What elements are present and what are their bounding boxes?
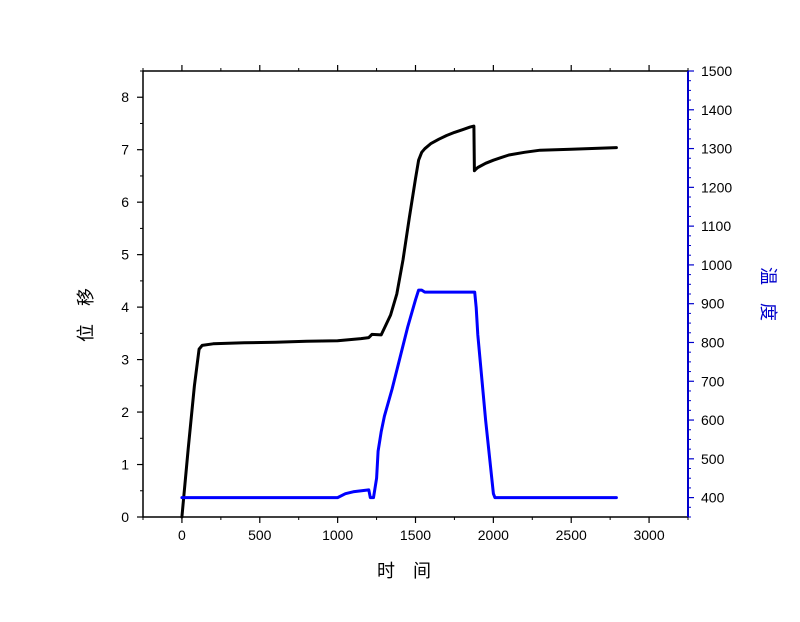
y-left-tick-label: 2 [121, 404, 129, 420]
y-left-tick-label: 3 [121, 352, 129, 368]
y-left-axis-title: 位 移 [76, 288, 97, 342]
y-left-tick-label: 4 [121, 299, 129, 315]
displacement-series-line [180, 124, 618, 519]
x-tick-label: 0 [178, 527, 186, 543]
x-tick-label: 1500 [400, 527, 431, 543]
x-tick-label: 2000 [478, 527, 509, 543]
y-left-tick-label: 6 [121, 194, 129, 210]
x-axis-title: 时 间 [377, 561, 431, 582]
x-tick-label: 2500 [556, 527, 587, 543]
y-right-axis-title: 温 度 [757, 267, 778, 321]
y-left-tick-label: 0 [121, 509, 129, 525]
y-right-tick-label: 1000 [701, 257, 732, 273]
y-left-tick-label: 7 [121, 142, 129, 158]
y-right-axis-ticks: 400 500 600 700 800 900 1000 1100 1200 1300 1400 15… [687, 63, 732, 518]
y-left-tick-label: 1 [121, 457, 129, 473]
y-left-tick-label: 8 [121, 89, 129, 105]
y-left-tick-label: 5 [121, 247, 129, 263]
y-right-tick-label: 900 [701, 296, 725, 312]
y-right-tick-label: 1500 [701, 63, 732, 79]
x-tick-label: 3000 [633, 527, 664, 543]
series-layer [180, 124, 618, 519]
y-right-tick-label: 1400 [701, 102, 732, 118]
y-right-tick-label: 600 [701, 412, 725, 428]
y-right-tick-label: 1200 [701, 179, 732, 195]
y-right-tick-label: 700 [701, 373, 725, 389]
y-right-tick-label: 1100 [701, 218, 731, 234]
y-right-tick-label: 1300 [701, 141, 732, 157]
x-tick-label: 1000 [322, 527, 353, 543]
x-tick-label: 500 [248, 527, 272, 543]
y-right-tick-label: 800 [701, 334, 725, 350]
x-axis-ticks: 0 500 1000 1500 2000 2500 3000 [142, 65, 689, 543]
temperature-series-line [180, 288, 618, 500]
y-right-tick-label: 500 [701, 451, 725, 467]
y-left-axis-ticks: 0 1 2 3 4 5 6 7 8 [121, 70, 143, 525]
y-right-tick-label: 400 [701, 490, 725, 506]
plot-frame [142, 70, 689, 518]
